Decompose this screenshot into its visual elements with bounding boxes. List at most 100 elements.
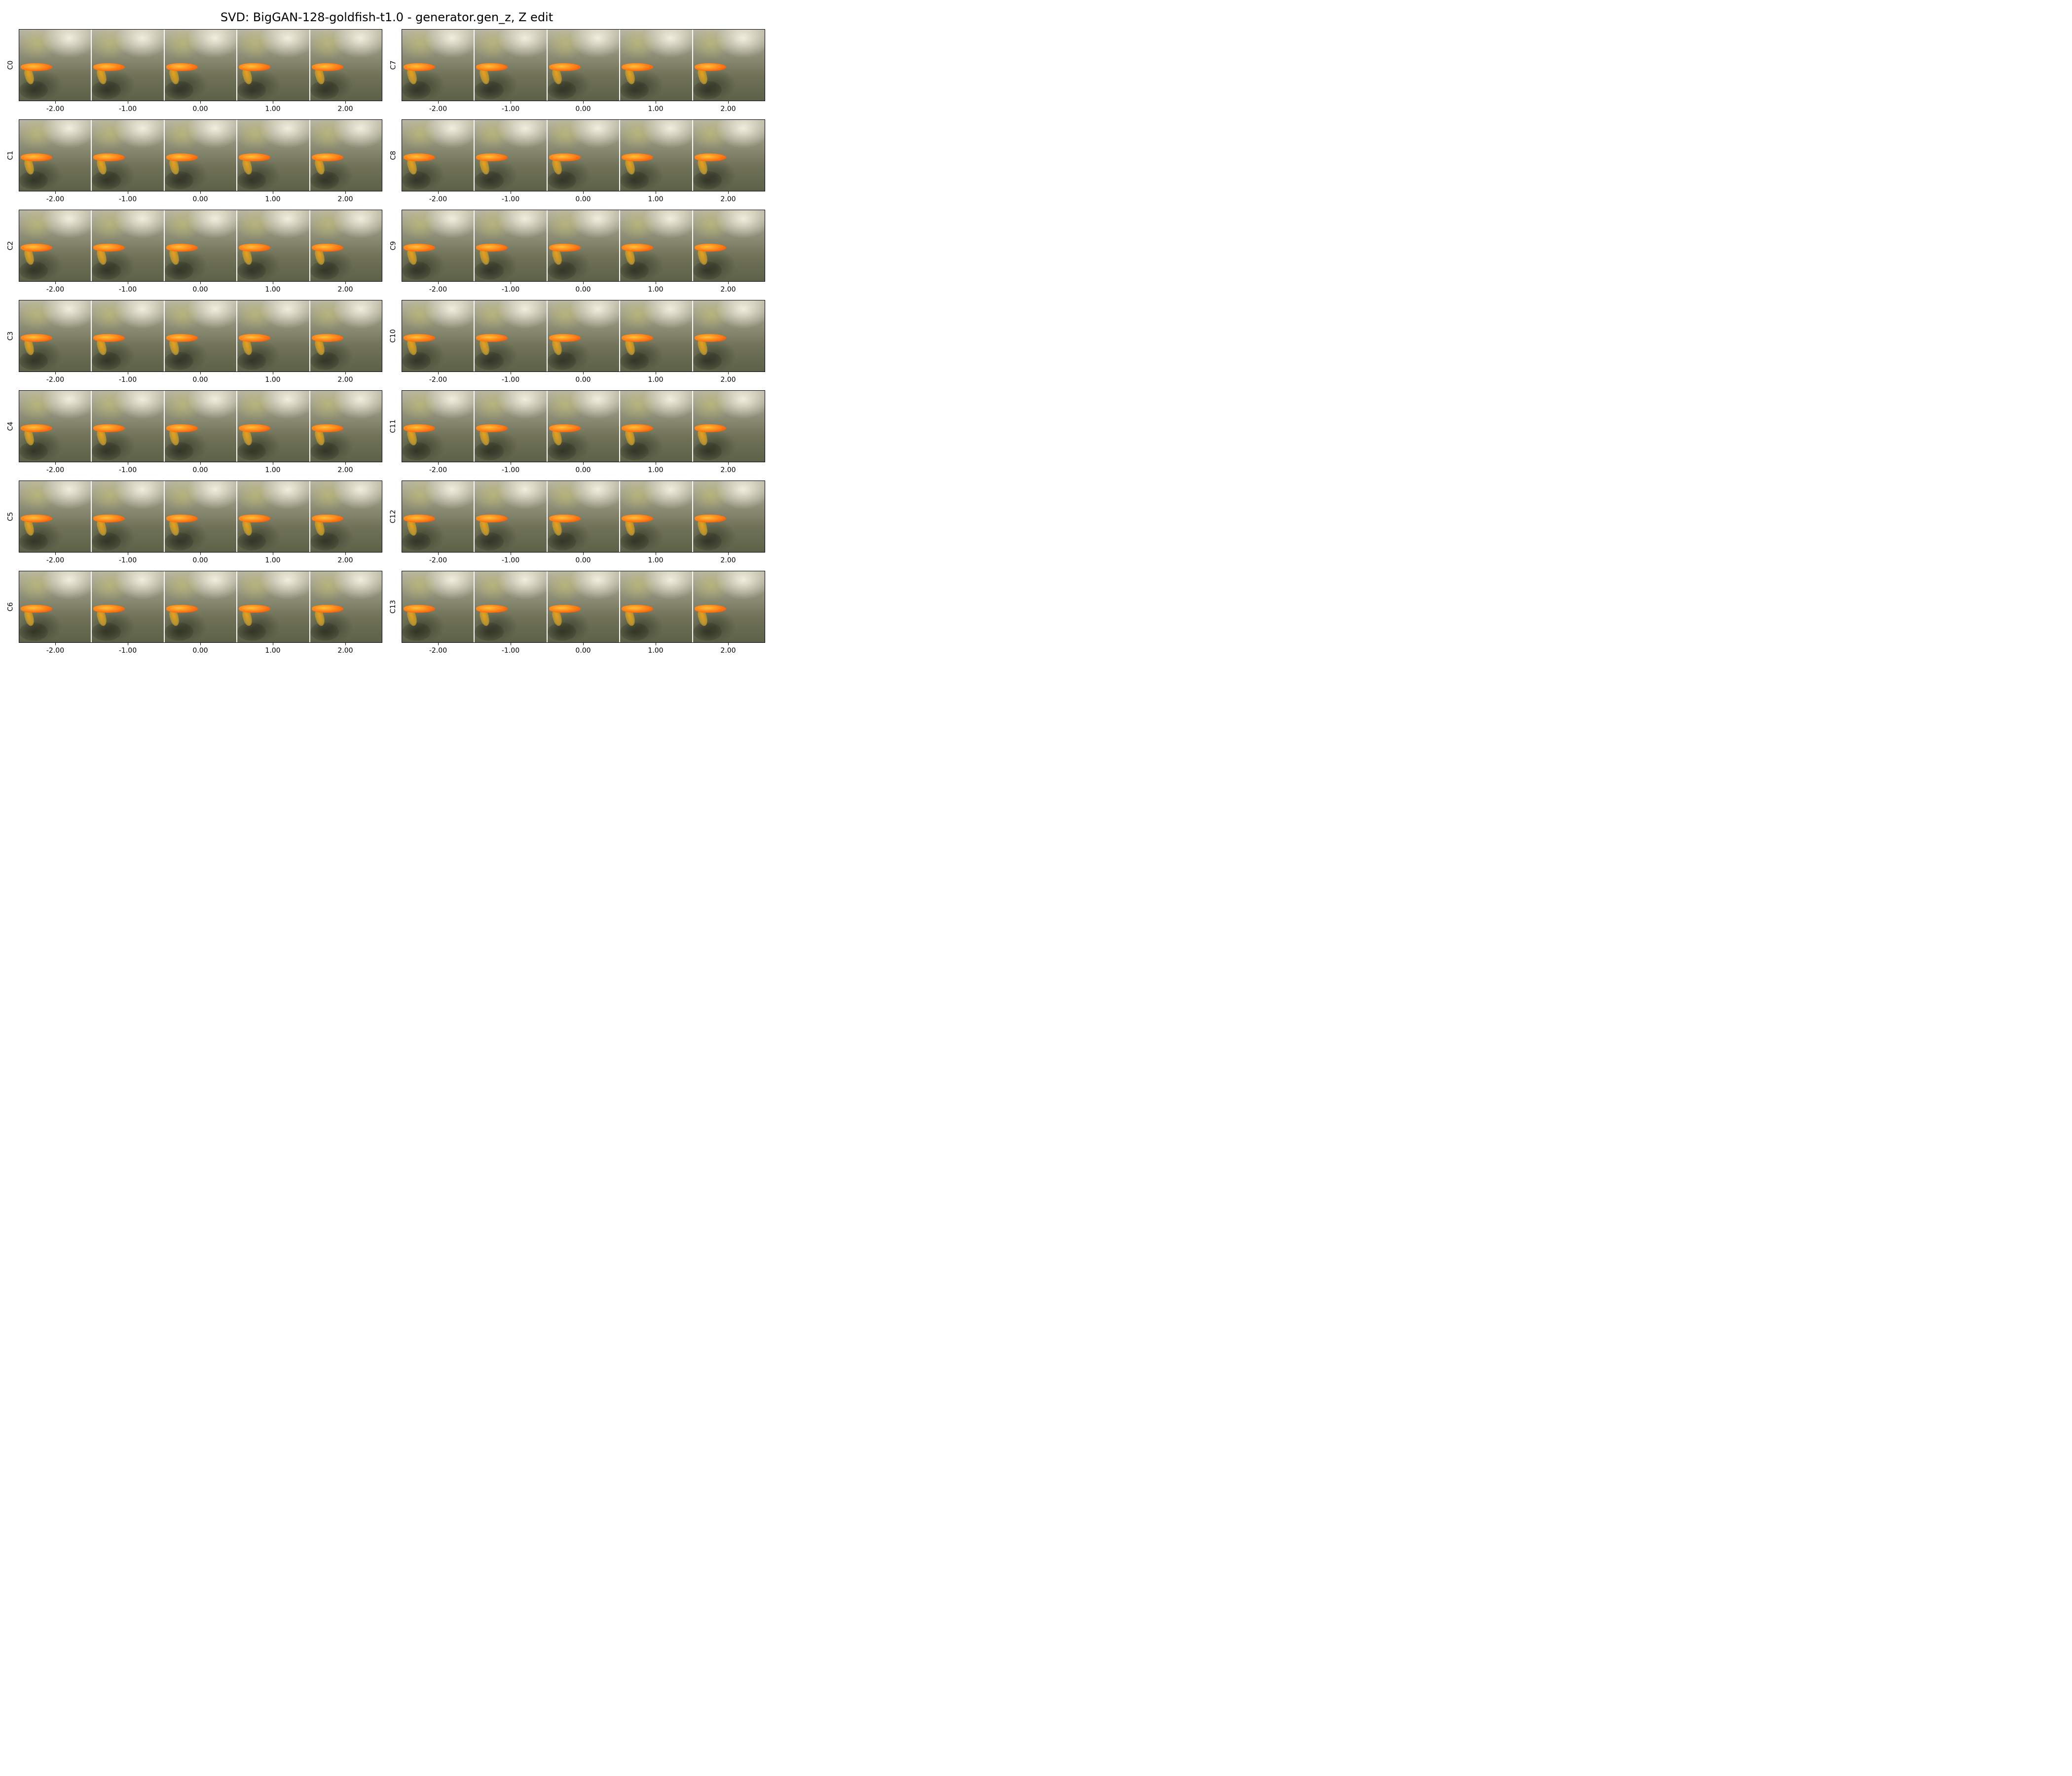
component-panel: C4 -2.00 -1.00 0.00 1.00 2.00 bbox=[6, 390, 382, 474]
sample-image bbox=[546, 30, 620, 101]
x-tick bbox=[345, 101, 346, 104]
sample-image bbox=[309, 120, 382, 191]
fish-shadow bbox=[19, 351, 48, 370]
sample-image bbox=[163, 120, 237, 191]
x-tick bbox=[438, 553, 439, 555]
fish-shadow bbox=[402, 261, 431, 280]
fish-shadow bbox=[237, 442, 266, 461]
x-tick bbox=[438, 462, 439, 465]
x-tick-label: 1.00 bbox=[648, 195, 664, 203]
component-label-text: C1 bbox=[6, 150, 14, 160]
sample-image bbox=[474, 210, 547, 281]
sample-image bbox=[692, 391, 765, 462]
goldfish bbox=[549, 424, 581, 432]
component-label-text: C6 bbox=[6, 602, 14, 612]
x-tick-label: 2.00 bbox=[720, 286, 736, 294]
x-tick bbox=[728, 191, 729, 194]
goldfish bbox=[549, 63, 581, 71]
fish-shadow bbox=[475, 80, 504, 100]
x-tick-label: -2.00 bbox=[429, 195, 447, 203]
fish-shadow bbox=[620, 261, 649, 280]
component-label-text: C4 bbox=[6, 421, 14, 431]
component-panel: C2 -2.00 -1.00 0.00 1.00 2.00 bbox=[6, 210, 382, 294]
x-tick-label: -1.00 bbox=[118, 105, 137, 113]
x-tick bbox=[200, 462, 201, 465]
goldfish bbox=[403, 514, 435, 522]
goldfish bbox=[311, 514, 343, 522]
component-label-text: C11 bbox=[389, 419, 397, 433]
x-tick bbox=[200, 643, 201, 645]
component-label: C3 bbox=[5, 300, 15, 372]
fish-shadow bbox=[237, 171, 266, 190]
sample-image bbox=[309, 391, 382, 462]
x-tick-label: 2.00 bbox=[337, 556, 353, 564]
sample-image bbox=[546, 300, 620, 371]
x-tick bbox=[728, 643, 729, 645]
x-tick-label: 1.00 bbox=[265, 286, 281, 294]
component-label: C10 bbox=[388, 300, 398, 372]
fish-shadow bbox=[547, 261, 576, 280]
sample-image bbox=[236, 481, 309, 552]
sample-image bbox=[619, 30, 692, 101]
goldfish bbox=[403, 153, 435, 161]
x-tick-label: -1.00 bbox=[501, 466, 520, 474]
component-label-text: C3 bbox=[6, 331, 14, 341]
x-tick bbox=[728, 282, 729, 284]
fish-shadow bbox=[19, 532, 48, 551]
goldfish bbox=[311, 243, 343, 252]
goldfish bbox=[311, 424, 343, 432]
fish-shadow bbox=[693, 442, 722, 461]
goldfish bbox=[20, 153, 52, 161]
fish-shadow bbox=[237, 532, 266, 551]
x-tick bbox=[345, 372, 346, 374]
x-tick bbox=[200, 101, 201, 104]
image-strip bbox=[402, 481, 765, 553]
sample-image bbox=[692, 571, 765, 642]
image-strip bbox=[402, 119, 765, 191]
component-label: C2 bbox=[5, 210, 15, 282]
sample-image bbox=[91, 210, 164, 281]
fish-shadow bbox=[693, 261, 722, 280]
component-label-text: C10 bbox=[389, 329, 397, 343]
sample-image bbox=[619, 571, 692, 642]
x-tick-label: 0.00 bbox=[192, 466, 208, 474]
goldfish bbox=[403, 63, 435, 71]
goldfish bbox=[476, 243, 508, 252]
goldfish bbox=[20, 514, 52, 522]
fish-shadow bbox=[310, 622, 339, 641]
x-tick bbox=[728, 101, 729, 104]
component-label: C7 bbox=[388, 29, 398, 101]
goldfish bbox=[403, 424, 435, 432]
goldfish bbox=[476, 514, 508, 522]
x-tick-label: 2.00 bbox=[720, 647, 736, 655]
goldfish bbox=[239, 514, 271, 522]
x-tick bbox=[55, 462, 56, 465]
x-tick-label: -2.00 bbox=[46, 376, 65, 384]
x-tick-label: -2.00 bbox=[429, 105, 447, 113]
image-strip bbox=[19, 300, 382, 372]
x-tick-label: 2.00 bbox=[720, 556, 736, 564]
x-tick-label: 0.00 bbox=[192, 647, 208, 655]
goldfish bbox=[694, 243, 726, 252]
sample-image bbox=[163, 30, 237, 101]
fish-shadow bbox=[237, 351, 266, 370]
sample-image bbox=[619, 391, 692, 462]
component-label-text: C8 bbox=[389, 150, 397, 160]
sample-image bbox=[236, 30, 309, 101]
goldfish bbox=[239, 243, 271, 252]
component-panel: C1 -2.00 -1.00 0.00 1.00 2.00 bbox=[6, 119, 382, 203]
goldfish bbox=[549, 604, 581, 613]
sample-image bbox=[546, 391, 620, 462]
x-tick-label: -1.00 bbox=[118, 466, 137, 474]
fish-shadow bbox=[620, 351, 649, 370]
image-strip bbox=[402, 571, 765, 643]
x-tick-label: 2.00 bbox=[337, 195, 353, 203]
sample-image bbox=[309, 300, 382, 371]
x-tick bbox=[345, 462, 346, 465]
fish-shadow bbox=[620, 532, 649, 551]
sample-image bbox=[474, 571, 547, 642]
fish-shadow bbox=[92, 442, 121, 461]
goldfish bbox=[549, 153, 581, 161]
x-tick bbox=[200, 372, 201, 374]
x-tick bbox=[55, 372, 56, 374]
